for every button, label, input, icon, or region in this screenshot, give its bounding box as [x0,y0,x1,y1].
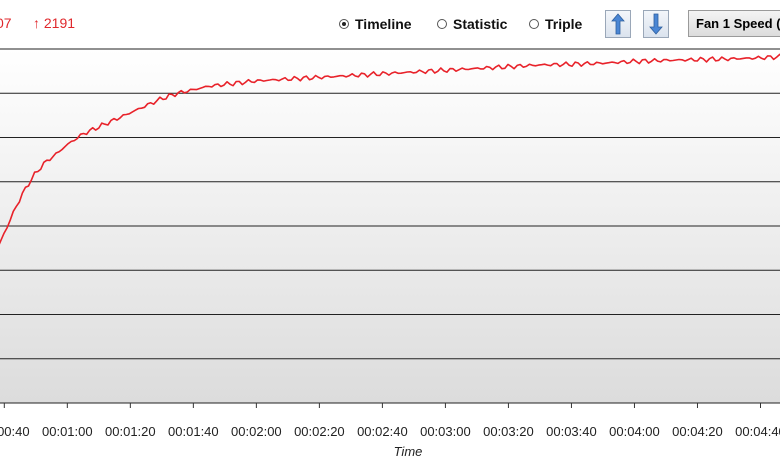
x-tick-label: 00:01:00 [42,424,93,439]
x-tick-label: 00:04:40 [735,424,780,439]
series-line [0,53,780,245]
x-axis-ticks: 00:00:40 00:01:00 00:01:20 00:01:40 00:02:00… [0,403,780,439]
x-tick-label: 00:04:00 [609,424,660,439]
sensor-select[interactable]: Fan 1 Speed (R [688,10,780,37]
line-chart: 00:00:40 00:01:00 00:01:20 00:01:40 00:02:00… [0,48,780,459]
x-tick-label: 00:03:00 [420,424,471,439]
x-tick-label: 00:01:40 [168,424,219,439]
view-mode-triple-label: Triple [545,16,583,32]
x-axis-title: Time [394,444,423,459]
x-tick-label: 00:01:20 [105,424,156,439]
x-tick-label: 00:03:40 [546,424,597,439]
view-mode-triple-radio[interactable]: Triple [529,14,582,34]
x-tick-label: 00:02:00 [231,424,282,439]
radio-dot-icon [339,19,349,29]
arrow-down-icon [649,13,663,35]
view-mode-timeline-label: Timeline [355,16,412,32]
x-tick-label: 00:02:20 [294,424,345,439]
move-down-button[interactable] [643,10,669,38]
x-tick-label: 00:04:20 [672,424,723,439]
x-tick-label: 00:02:40 [357,424,408,439]
move-up-button[interactable] [605,10,631,38]
max-value-label: ↑ 2191 [33,15,76,31]
chart-toolbar: 07 ↑ 2191 Timeline Statistic Triple Fan … [0,0,780,46]
radio-dot-icon [437,19,447,29]
min-value-label: 07 [0,15,12,31]
x-tick-label: 00:00:40 [0,424,30,439]
view-mode-statistic-radio[interactable]: Statistic [437,14,507,34]
x-tick-label: 00:03:20 [483,424,534,439]
radio-dot-icon [529,19,539,29]
view-mode-timeline-radio[interactable]: Timeline [339,14,412,34]
view-mode-statistic-label: Statistic [453,16,508,32]
arrow-up-icon [611,13,625,35]
